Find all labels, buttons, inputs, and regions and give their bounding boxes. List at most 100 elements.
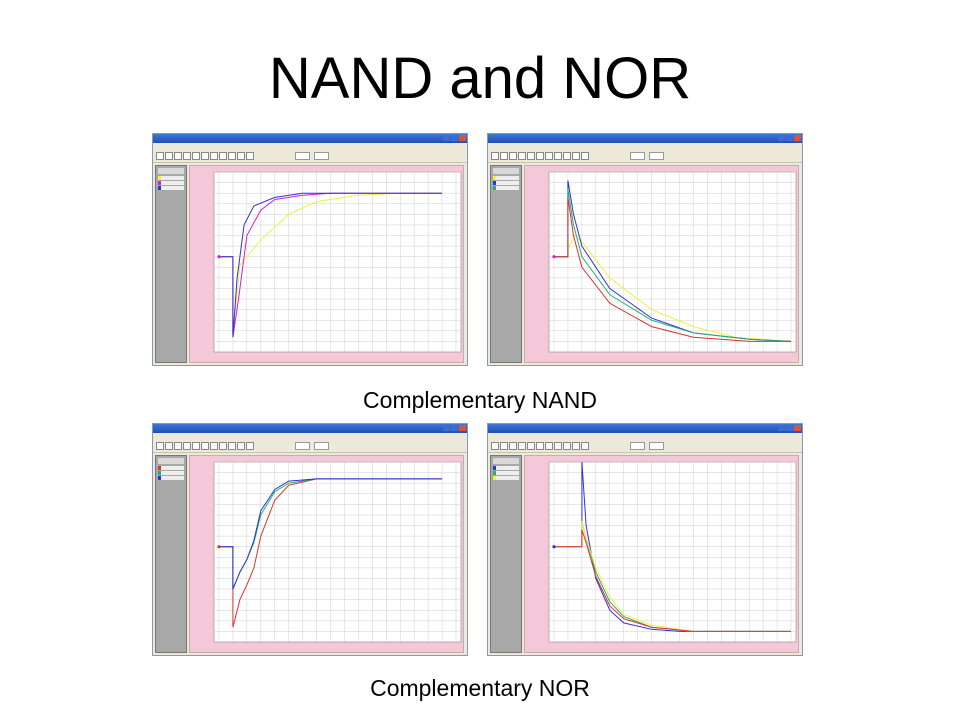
plot-background <box>548 171 797 353</box>
legend-entry[interactable] <box>158 476 184 480</box>
toolbar-button[interactable] <box>192 442 200 450</box>
toolbar-button[interactable] <box>183 442 191 450</box>
waveform-plot <box>213 461 462 643</box>
toolbar-button[interactable] <box>237 442 245 450</box>
toolbar-button[interactable] <box>156 152 164 160</box>
legend-entry[interactable] <box>493 476 519 480</box>
toolbar-button[interactable] <box>500 152 508 160</box>
window-control-icon[interactable] <box>451 135 458 141</box>
window-control-icon[interactable] <box>794 425 801 431</box>
legend-entry[interactable] <box>158 176 184 180</box>
toolbar-button[interactable] <box>156 442 164 450</box>
toolbar-button[interactable] <box>228 152 236 160</box>
legend-entry[interactable] <box>493 181 519 185</box>
legend-entry[interactable] <box>158 186 184 190</box>
legend-entry[interactable] <box>158 181 184 185</box>
window-titlebar <box>488 424 802 433</box>
toolbar-button[interactable] <box>192 152 200 160</box>
toolbar-button[interactable] <box>174 152 182 160</box>
toolbar-button[interactable] <box>237 152 245 160</box>
toolbar-button[interactable] <box>500 442 508 450</box>
plot-area <box>189 165 464 363</box>
sidebar-header[interactable] <box>493 458 519 464</box>
toolbar-button[interactable] <box>183 152 191 160</box>
toolbar-button[interactable] <box>536 442 544 450</box>
legend-entry[interactable] <box>493 186 519 190</box>
toolbar-button[interactable] <box>554 442 562 450</box>
toolbar-button[interactable] <box>491 152 499 160</box>
toolbar-button[interactable] <box>491 442 499 450</box>
toolbar-field[interactable] <box>295 152 310 160</box>
toolbar-button[interactable] <box>219 152 227 160</box>
toolbar-field[interactable] <box>630 442 645 450</box>
plot-area <box>189 455 464 653</box>
window-titlebar <box>153 424 467 433</box>
toolbar-button[interactable] <box>219 442 227 450</box>
legend-sidebar <box>155 165 187 363</box>
toolbar-field[interactable] <box>314 442 329 450</box>
legend-entry[interactable] <box>493 471 519 475</box>
toolbar-button[interactable] <box>174 442 182 450</box>
toolbar-button[interactable] <box>563 442 571 450</box>
window-control-icon[interactable] <box>786 135 793 141</box>
window-control-icon[interactable] <box>451 425 458 431</box>
toolbar-button[interactable] <box>581 152 589 160</box>
toolbar-button[interactable] <box>509 442 517 450</box>
waveform-plot <box>213 171 462 353</box>
toolbar-button[interactable] <box>527 442 535 450</box>
sidebar-header[interactable] <box>493 168 519 174</box>
plot-background <box>213 171 462 353</box>
sidebar-header[interactable] <box>158 458 184 464</box>
toolbar-button[interactable] <box>246 152 254 160</box>
window-menubar[interactable] <box>488 143 802 150</box>
screenshot-nand-right <box>487 133 803 366</box>
toolbar-button[interactable] <box>509 152 517 160</box>
toolbar-button[interactable] <box>201 152 209 160</box>
window-control-icon[interactable] <box>459 425 466 431</box>
window-control-icon[interactable] <box>794 135 801 141</box>
toolbar-button[interactable] <box>572 442 580 450</box>
toolbar-button[interactable] <box>536 152 544 160</box>
window-control-icon[interactable] <box>778 425 785 431</box>
legend-entry[interactable] <box>158 471 184 475</box>
window-control-icon[interactable] <box>443 135 450 141</box>
start-marker <box>552 255 556 259</box>
toolbar-button[interactable] <box>545 152 553 160</box>
toolbar-button[interactable] <box>527 152 535 160</box>
toolbar-field[interactable] <box>649 442 664 450</box>
window-control-icon[interactable] <box>443 425 450 431</box>
window-menubar[interactable] <box>153 143 467 150</box>
toolbar-button[interactable] <box>581 442 589 450</box>
toolbar-button[interactable] <box>165 442 173 450</box>
toolbar-button[interactable] <box>210 442 218 450</box>
window-control-icon[interactable] <box>459 135 466 141</box>
legend-sidebar <box>490 165 522 363</box>
toolbar-field[interactable] <box>295 442 310 450</box>
toolbar-button[interactable] <box>165 152 173 160</box>
toolbar-field[interactable] <box>630 152 645 160</box>
toolbar-button[interactable] <box>201 442 209 450</box>
window-menubar[interactable] <box>488 433 802 440</box>
start-marker <box>217 545 221 549</box>
toolbar-button[interactable] <box>246 442 254 450</box>
toolbar-button[interactable] <box>518 442 526 450</box>
toolbar-button[interactable] <box>554 152 562 160</box>
legend-entry[interactable] <box>493 466 519 470</box>
toolbar-field[interactable] <box>649 152 664 160</box>
window-menubar[interactable] <box>153 433 467 440</box>
window-control-icon[interactable] <box>778 135 785 141</box>
sidebar-header[interactable] <box>158 168 184 174</box>
toolbar-button[interactable] <box>228 442 236 450</box>
toolbar-button[interactable] <box>518 152 526 160</box>
window-control-icon[interactable] <box>786 425 793 431</box>
toolbar-button[interactable] <box>572 152 580 160</box>
toolbar-button[interactable] <box>545 442 553 450</box>
series-line <box>219 478 443 590</box>
toolbar-button[interactable] <box>210 152 218 160</box>
screenshot-nor-left <box>152 423 468 656</box>
toolbar-button[interactable] <box>563 152 571 160</box>
legend-entry[interactable] <box>158 466 184 470</box>
legend-entry[interactable] <box>493 176 519 180</box>
window-toolbar <box>488 150 802 163</box>
toolbar-field[interactable] <box>314 152 329 160</box>
